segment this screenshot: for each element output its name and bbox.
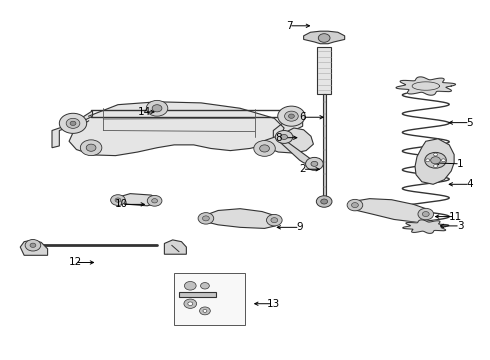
Circle shape — [199, 307, 210, 315]
Text: 6: 6 — [299, 112, 306, 122]
Circle shape — [188, 302, 193, 306]
Circle shape — [202, 216, 209, 221]
Circle shape — [285, 111, 298, 121]
Circle shape — [203, 310, 207, 312]
Polygon shape — [273, 111, 303, 144]
Circle shape — [434, 153, 438, 156]
Text: 3: 3 — [457, 221, 464, 231]
Polygon shape — [352, 199, 430, 222]
Polygon shape — [317, 47, 331, 94]
Circle shape — [347, 199, 363, 211]
Circle shape — [278, 106, 305, 126]
Circle shape — [66, 118, 80, 129]
Circle shape — [184, 282, 196, 290]
Circle shape — [425, 152, 446, 168]
Bar — [174, 273, 245, 325]
Polygon shape — [415, 139, 454, 184]
Circle shape — [306, 157, 323, 170]
Circle shape — [115, 198, 121, 202]
Circle shape — [351, 203, 358, 208]
Circle shape — [59, 113, 87, 134]
Text: 7: 7 — [286, 21, 293, 31]
Circle shape — [271, 218, 278, 223]
Polygon shape — [280, 142, 316, 166]
Polygon shape — [403, 220, 449, 233]
Polygon shape — [52, 111, 93, 148]
Polygon shape — [265, 128, 314, 153]
Circle shape — [30, 243, 36, 247]
Circle shape — [431, 157, 441, 164]
Polygon shape — [304, 31, 344, 44]
Circle shape — [426, 159, 430, 162]
Circle shape — [311, 161, 318, 166]
Circle shape — [147, 100, 168, 116]
Text: 11: 11 — [448, 212, 462, 221]
Text: 2: 2 — [299, 164, 306, 174]
Text: 5: 5 — [466, 118, 473, 128]
Circle shape — [25, 239, 41, 251]
Circle shape — [200, 283, 209, 289]
Text: 9: 9 — [296, 222, 303, 232]
Circle shape — [321, 199, 328, 204]
Text: 13: 13 — [267, 299, 280, 309]
Polygon shape — [203, 209, 279, 228]
Text: 8: 8 — [275, 133, 282, 143]
Circle shape — [267, 215, 282, 226]
Circle shape — [152, 105, 162, 112]
Circle shape — [198, 213, 214, 224]
Circle shape — [434, 165, 438, 167]
Polygon shape — [20, 240, 48, 255]
Circle shape — [86, 144, 96, 151]
Polygon shape — [179, 292, 216, 297]
Circle shape — [70, 121, 76, 126]
Circle shape — [289, 114, 294, 118]
Circle shape — [147, 195, 162, 206]
Polygon shape — [396, 77, 456, 95]
Polygon shape — [69, 102, 284, 156]
Circle shape — [152, 199, 158, 203]
Circle shape — [260, 145, 270, 152]
Circle shape — [281, 134, 288, 139]
Circle shape — [441, 159, 445, 162]
Text: 1: 1 — [457, 159, 464, 169]
Circle shape — [422, 212, 429, 217]
Circle shape — [80, 140, 102, 156]
Circle shape — [254, 140, 275, 156]
Circle shape — [318, 34, 330, 42]
Text: 12: 12 — [68, 257, 82, 267]
Circle shape — [317, 196, 332, 207]
Polygon shape — [323, 94, 326, 202]
Text: 14: 14 — [138, 107, 151, 117]
Polygon shape — [116, 194, 158, 206]
Circle shape — [275, 131, 293, 143]
Circle shape — [184, 299, 196, 309]
Circle shape — [111, 195, 125, 206]
Text: 4: 4 — [466, 179, 473, 189]
Circle shape — [418, 208, 434, 220]
Text: 10: 10 — [115, 199, 128, 210]
Polygon shape — [164, 240, 186, 254]
